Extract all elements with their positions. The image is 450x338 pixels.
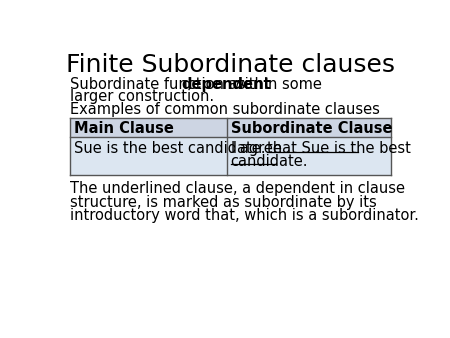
Text: larger construction.: larger construction. — [70, 89, 214, 104]
Text: dependent: dependent — [181, 77, 270, 92]
Text: structure, is marked as subordinate by its: structure, is marked as subordinate by i… — [70, 195, 377, 210]
Text: I agree: I agree — [230, 141, 286, 156]
Text: within some: within some — [228, 77, 322, 92]
Text: that Sue is the best: that Sue is the best — [267, 141, 411, 156]
Text: Subordinate Clause: Subordinate Clause — [230, 121, 392, 137]
Text: Finite Subordinate clauses: Finite Subordinate clauses — [66, 53, 395, 77]
Bar — [70, 118, 391, 137]
Bar — [70, 137, 391, 175]
Text: Sue is the best candidate.: Sue is the best candidate. — [74, 141, 266, 156]
Text: The underlined clause, a dependent in clause: The underlined clause, a dependent in cl… — [70, 182, 405, 196]
Text: Main Clause: Main Clause — [74, 121, 174, 137]
Text: Subordinate function as: Subordinate function as — [70, 77, 250, 92]
Text: Examples of common subordinate clauses: Examples of common subordinate clauses — [70, 102, 380, 117]
Text: introductory word that, which is a subordinator.: introductory word that, which is a subor… — [70, 208, 419, 223]
Text: candidate.: candidate. — [230, 154, 308, 169]
